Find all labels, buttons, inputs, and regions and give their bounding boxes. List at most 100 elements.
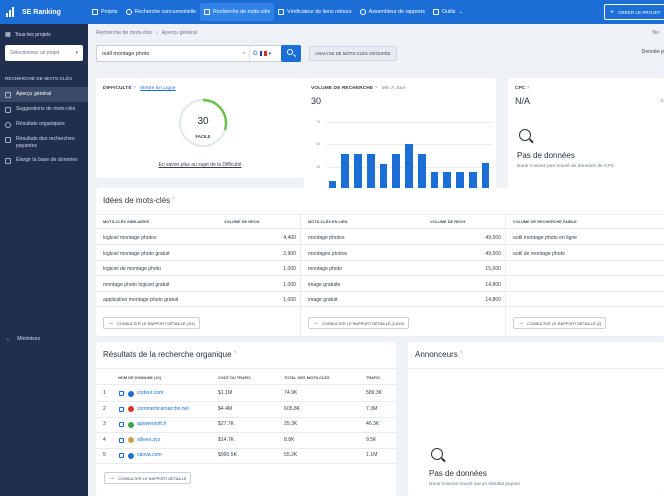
organic-detail-report-button[interactable]: → CONSULTER LE RAPPORT DÉTAILLÉ [104,472,192,484]
search-button[interactable] [281,45,301,62]
volume-bar[interactable] [405,144,413,190]
cost-cell: $14.7K [218,436,235,443]
help-icon[interactable]: ? [233,350,237,355]
row-divider [96,306,664,307]
volume-bar[interactable] [430,171,439,190]
col-header-volume: VOLUME DE RECH. [224,219,261,224]
nav-label: Assembleur de rapports [368,9,425,15]
create-project-label: CRÉER LE PROJET [618,9,661,15]
sidebar: ▦ Tous les projets Sélectionnez un projet… [0,24,88,496]
col-header-volume: VOLUME DE RECH. [430,219,467,224]
pencil-icon [5,107,11,113]
nav-backlink-checker[interactable]: Vérificateur de liens retours [274,3,355,21]
report-button-label: CONSULTER LE RAPPORT DÉTAILLÉ (2,619) [322,320,404,326]
help-icon[interactable]: ? [526,86,530,91]
arrow-right-icon: → [109,475,115,481]
breadcrumb-root[interactable]: Recherche de mots-clés [96,30,152,36]
google-icon: G [253,50,258,57]
difficulty-online-link[interactable]: Mettre En Ligne [140,86,176,91]
volume-bar[interactable] [392,153,401,190]
help-icon[interactable]: ? [459,350,463,355]
ideas-title: Idées de mots-clés [103,196,171,205]
project-select[interactable]: Sélectionnez un projet ▾ [5,45,83,61]
sidebar-item-expand-db[interactable]: Élargir la base de données [0,153,88,168]
difficulty-value: 30 [197,116,209,127]
nav-report-builder[interactable]: Assembleur de rapports [356,3,429,21]
volume-bar[interactable] [328,180,337,190]
chart-gridline [326,121,492,123]
volume-cell: 4,400 [283,235,296,241]
sidebar-item-paid[interactable]: Résultats des recherches payantes [0,132,88,153]
related-detail-report-button[interactable]: → CONSULTER LE RAPPORT DÉTAILLÉ (2,619) [308,317,409,329]
help-icon[interactable]: ? [133,86,136,91]
keyword-cell: outil de montage photo [513,250,565,257]
minimize-sidebar-button[interactable]: ← Minimisez [6,336,40,342]
volume-bar[interactable] [417,153,426,190]
cpc-nodata-title: Pas de données [517,151,575,160]
total-keywords-cell: 74.9K [284,390,298,396]
y-tick-label: 75 [316,119,321,124]
rank-cell: 3 [103,421,106,428]
favicon-icon [128,406,134,413]
volume-bar[interactable] [469,171,477,190]
database-icon [5,158,11,165]
report-button-label: CONSULTER LE RAPPORT DÉTAILLÉ [118,475,187,481]
volume-bar[interactable] [481,162,490,190]
traffic-cell: 9.5K [366,436,377,443]
search-engine-select[interactable]: G ▾ [249,46,283,61]
domain-link[interactable]: commentcamarche.net [137,405,189,412]
nav-tools[interactable]: Outils ⌄ [429,3,467,21]
keyword-search-input[interactable]: outil montage photo [102,50,150,57]
domain-link[interactable]: apowersoft.fr [137,421,167,428]
domain-link[interactable]: canva.com [137,452,162,459]
total-keywords-cell: 8.8K [284,436,295,443]
sidebar-item-suggestions[interactable]: Suggestions de mots-clés [0,102,88,117]
col-header-domain: NOM DE DOMAINE (10) [118,375,162,380]
keyword-cell: montages photos [308,250,348,257]
help-icon[interactable]: ? [172,196,175,201]
nav-competitive-research[interactable]: Recherche concurrentielle [122,3,201,21]
domain-link[interactable]: codeur.com [137,390,164,396]
external-link-icon[interactable] [119,422,124,428]
domain-link[interactable]: stileex.xyz [137,436,161,443]
advertisers-card: Annonceurs ? Pas de données Nous n'avons… [408,342,664,496]
nav-projects[interactable]: Projets [88,3,122,21]
volume-bar[interactable] [456,171,464,190]
keyword-cell: montage photos [308,235,345,241]
external-link-icon[interactable] [119,406,124,412]
volume-bar[interactable] [379,163,388,190]
external-link-icon[interactable] [119,437,124,443]
volume-bar[interactable] [443,171,452,190]
all-projects-link[interactable]: ▦ Tous les projets [0,24,88,39]
clock-icon [359,9,366,15]
divider [96,228,664,229]
nav-keyword-research[interactable]: Recherche de mots-clés [200,3,275,21]
clear-icon[interactable]: × [242,50,246,57]
keyword-cell: montage photo [308,266,342,272]
divider [96,214,664,215]
create-project-button[interactable]: + CRÉER LE PROJET [604,4,664,20]
similar-detail-report-button[interactable]: → CONSULTER LE RAPPORT DÉTAILLÉ (111) [103,317,201,329]
cpc-card: CPC ? N/A Co Pas de données Nous n'avons… [508,78,664,204]
external-link-icon[interactable] [119,391,124,396]
sidebar-item-organic[interactable]: Résultats organiques [0,117,88,132]
nav-label: Recherche de mots-clés [213,9,271,15]
organic-results-card: Résultats de la recherche organique ? NO… [96,342,396,496]
group-analysis-button[interactable]: ANALYSE DE MOTS-CLÉS GROUPÉE [309,46,397,61]
report-button-label: CONSULTER LE RAPPORT DÉTAILLÉ (2) [527,320,602,326]
logo[interactable]: SE Ranking [0,0,88,24]
difficulty-learn-more-link[interactable]: En savoir plus au sujet de la Difficulté [158,162,242,168]
sidebar-item-overview[interactable]: Aperçu général [0,87,88,102]
difficulty-card: DIFFICULTÉ ? Mettre En Ligne 30 FACILE E… [96,78,304,178]
external-link-icon[interactable] [119,453,124,459]
volume-cell: 49,500 [485,235,501,241]
help-icon[interactable]: ? [374,86,378,91]
col-header-low-volume: VOLUME DE RECHERCHE FAIBLE [513,219,577,224]
low-volume-detail-report-button[interactable]: → CONSULTER LE RAPPORT DÉTAILLÉ (2) [513,317,607,329]
keyword-cell: application montage photo gratuit [103,297,179,303]
volume-bar[interactable] [341,154,349,190]
cpc-right-label: Co [660,98,664,103]
volume-bar[interactable] [366,153,375,190]
volume-bar[interactable] [354,153,362,190]
row-divider [96,401,396,402]
